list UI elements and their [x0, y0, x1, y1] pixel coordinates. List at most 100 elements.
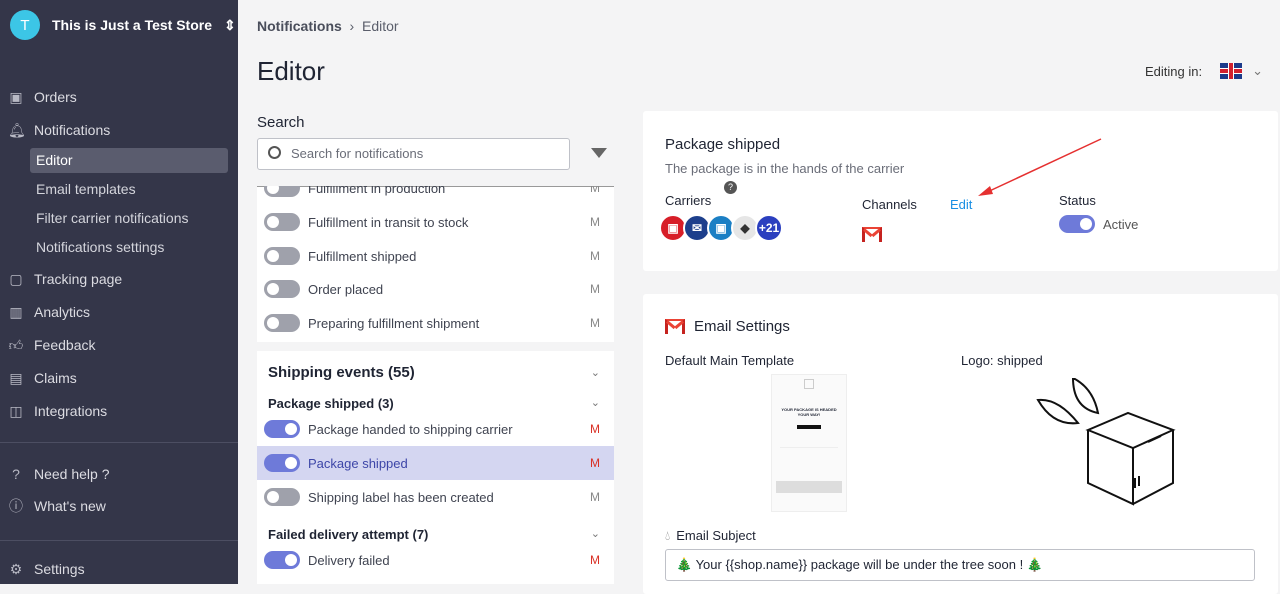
label: Need help ? [34, 466, 110, 482]
gmail-icon: M [590, 215, 600, 229]
toggle[interactable] [264, 488, 300, 506]
subject-label: Email Subject [676, 528, 756, 543]
gmail-icon: M [590, 316, 600, 330]
label: Package shipped [308, 455, 408, 471]
notification-list-top: Fulfillment in production M Fulfillment i… [257, 186, 614, 342]
sidebar-sub-filter-carrier[interactable]: Filter carrier notifications [36, 210, 189, 226]
label: Order placed [308, 281, 384, 297]
list-item[interactable]: Fulfillment shipped M [257, 239, 614, 273]
language-selector[interactable]: Editing in: ⌄ [1145, 63, 1263, 79]
tracking-page-icon: ▢ [9, 271, 23, 287]
template-thumbnail[interactable]: YOUR PACKAGE IS HEADED YOUR WAY! [771, 374, 847, 512]
toggle[interactable] [264, 314, 300, 332]
toggle[interactable] [264, 420, 300, 438]
sidebar: T This is Just a Test Store ⇕ ▣ Orders 🔔︎ No… [0, 0, 238, 584]
sidebar-sub-notifications-settings[interactable]: Notifications settings [36, 239, 165, 255]
toggle[interactable] [264, 186, 300, 197]
sidebar-item-feedback[interactable]: 👍︎ Feedback [0, 335, 238, 355]
gmail-icon: M [590, 490, 600, 504]
label: Fulfillment shipped [308, 248, 417, 264]
chevron-down-icon[interactable]: ⌄ [590, 397, 600, 409]
sidebar-sub-email-templates[interactable]: Email templates [36, 181, 136, 197]
section-title[interactable]: Shipping events (55) [268, 364, 415, 381]
sidebar-need-help[interactable]: ? Need help ? [0, 464, 238, 484]
store-switcher[interactable]: T This is Just a Test Store ⇕ [10, 10, 236, 40]
search-icon [268, 146, 281, 159]
label: Notifications [34, 122, 111, 138]
carriers-more-badge[interactable]: +21 [755, 214, 783, 242]
gmail-icon: M [590, 249, 600, 263]
search-label: Search [257, 114, 305, 131]
sidebar-item-analytics[interactable]: ▥ Analytics [0, 302, 238, 322]
email-settings-title: Email Settings [694, 318, 790, 335]
sidebar-item-tracking-page[interactable]: ▢ Tracking page [0, 269, 238, 289]
search-input[interactable]: Search for notifications [257, 138, 570, 170]
toggle[interactable] [264, 551, 300, 569]
chevron-down-icon[interactable]: ⌄ [590, 367, 600, 379]
label: Delivery failed [308, 552, 390, 568]
label: Preparing fulfillment shipment [308, 315, 480, 331]
toggle[interactable] [264, 280, 300, 298]
filter-icon[interactable] [591, 148, 607, 158]
list-item[interactable]: Shipping label has been created M [257, 480, 614, 514]
sidebar-whats-new[interactable]: ⓘ What's new [0, 496, 238, 516]
list-item[interactable]: Order placed M [257, 272, 614, 306]
list-item[interactable]: Preparing fulfillment shipment M [257, 306, 614, 340]
status-text: Active [1103, 216, 1139, 232]
gmail-icon: M [590, 456, 600, 470]
list-item[interactable]: Fulfillment in transit to stock M [257, 205, 614, 239]
help-icon: ? [12, 466, 20, 482]
group-title[interactable]: Failed delivery attempt (7) [268, 527, 429, 542]
thumbnail-heading: YOUR PACKAGE IS HEADED YOUR WAY! [781, 407, 837, 417]
status-toggle[interactable]: Active [1052, 215, 1138, 233]
sidebar-settings[interactable]: ⚙ Settings [0, 559, 238, 579]
status-label: Status [1059, 193, 1096, 208]
label: Claims [34, 370, 77, 386]
list-item[interactable]: Delivery failed M [257, 543, 614, 577]
list-item-selected[interactable]: Package shipped M [257, 446, 614, 480]
sidebar-item-claims[interactable]: ▤ Claims [0, 368, 238, 388]
editing-in-label: Editing in: [1145, 63, 1203, 79]
integrations-icon: ◫ [9, 403, 23, 419]
gear-icon: ⚙ [9, 561, 23, 577]
group-title[interactable]: Package shipped (3) [268, 396, 394, 411]
list-item[interactable]: Fulfillment in production M [257, 186, 614, 205]
info-icon: ⓘ [9, 498, 23, 514]
sidebar-item-notifications[interactable]: 🔔︎ Notifications [0, 120, 238, 140]
breadcrumb-parent[interactable]: Notifications [257, 18, 342, 34]
breadcrumb: Notifications › Editor [257, 18, 399, 34]
edit-channels-link[interactable]: Edit [950, 197, 973, 212]
shipped-box-logo [1036, 378, 1176, 506]
chevron-down-icon[interactable]: ⌄ [590, 528, 600, 540]
template-label: Default Main Template [665, 353, 795, 368]
logo-label: Logo: shipped [961, 353, 1043, 368]
help-icon[interactable]: ? [724, 181, 737, 194]
label: Analytics [34, 304, 91, 320]
email-subject-input[interactable]: 🎄 Your {{shop.name}} package will be und… [665, 549, 1255, 581]
label: Settings [34, 561, 85, 577]
email-settings-card: Email Settings Default Main Template Log… [643, 294, 1278, 594]
gmail-icon: M [590, 553, 600, 567]
divider [257, 186, 614, 187]
label: Feedback [34, 337, 96, 353]
sidebar-item-integrations[interactable]: ◫ Integrations [0, 401, 238, 421]
annotation-arrow-icon [978, 138, 1102, 196]
sidebar-sub-editor[interactable]: Editor [30, 148, 228, 173]
page-title: Editor [257, 56, 325, 86]
sidebar-item-orders[interactable]: ▣ Orders [0, 87, 238, 107]
email-settings-header: Email Settings [665, 318, 790, 335]
gmail-icon: M [590, 422, 600, 436]
toggle[interactable] [264, 213, 300, 231]
chevron-down-icon: ⌄ [1252, 63, 1263, 78]
search-placeholder: Search for notifications [291, 146, 424, 161]
toggle[interactable] [264, 454, 300, 472]
label: Fulfillment in transit to stock [308, 214, 469, 230]
label: Integrations [34, 403, 108, 419]
avatar: T [10, 10, 40, 40]
chevron-updown-icon: ⇕ [224, 16, 236, 33]
box-icon: ▣ [9, 89, 23, 105]
divider [0, 442, 238, 443]
toggle[interactable] [264, 247, 300, 265]
list-item[interactable]: Package handed to shipping carrier M [257, 412, 614, 446]
toggle[interactable] [1059, 215, 1095, 233]
